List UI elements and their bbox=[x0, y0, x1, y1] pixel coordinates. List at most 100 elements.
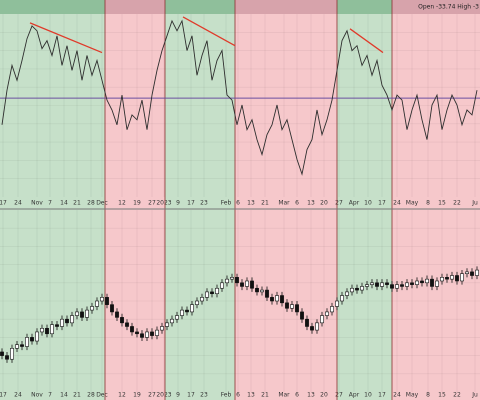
candle-body bbox=[255, 287, 259, 293]
candle-body bbox=[210, 291, 214, 295]
trend-line bbox=[182, 16, 236, 47]
candle-body bbox=[400, 284, 404, 287]
candle-body bbox=[85, 309, 89, 318]
candle-body bbox=[285, 302, 289, 309]
x-tick-label: 17 bbox=[0, 392, 7, 399]
candle-body bbox=[375, 282, 379, 287]
candle-body bbox=[185, 309, 189, 313]
x-tick-label: 23 bbox=[200, 200, 208, 207]
x-tick-label: 23 bbox=[200, 392, 208, 399]
candle-body bbox=[145, 331, 149, 338]
region-shade bbox=[105, 0, 165, 209]
candle-body bbox=[5, 355, 9, 360]
candle-body bbox=[45, 327, 49, 335]
x-tick-label: 21 bbox=[261, 392, 269, 399]
candle-body bbox=[335, 300, 339, 307]
x-tick-label: Nov bbox=[31, 200, 43, 207]
candle-body bbox=[140, 333, 144, 338]
x-tick-label: 24 bbox=[393, 200, 401, 207]
x-tick-label: Ju bbox=[471, 392, 478, 399]
candle-body bbox=[215, 287, 219, 295]
x-tick-label: 2023 bbox=[156, 392, 171, 399]
candle-body bbox=[470, 271, 474, 276]
candle-body bbox=[190, 304, 194, 313]
candle-body bbox=[280, 295, 284, 304]
candle-body bbox=[65, 318, 69, 324]
candle-body bbox=[465, 271, 469, 275]
candle-body bbox=[300, 311, 304, 320]
region-shade bbox=[337, 209, 392, 400]
candle-body bbox=[385, 282, 389, 285]
x-tick-label: 27 bbox=[335, 392, 343, 399]
candle-body bbox=[460, 273, 464, 282]
candle-body bbox=[15, 344, 19, 349]
candle-body bbox=[435, 280, 439, 287]
region-shade bbox=[165, 0, 235, 209]
trend-line bbox=[29, 22, 103, 54]
candle-body bbox=[135, 331, 139, 335]
candle-body bbox=[265, 289, 269, 298]
x-tick-label: 19 bbox=[133, 200, 141, 207]
x-tick-label: 22 bbox=[453, 200, 461, 207]
x-tick-label: 10 bbox=[364, 200, 372, 207]
x-tick-label: 21 bbox=[73, 200, 81, 207]
candle-body bbox=[110, 304, 114, 313]
candle-body bbox=[455, 275, 459, 282]
candle-body bbox=[60, 318, 64, 327]
region-header bbox=[337, 0, 392, 14]
candle-body bbox=[425, 278, 429, 284]
region-shade bbox=[0, 0, 105, 209]
x-tick-label: 14 bbox=[60, 392, 68, 399]
x-tick-label: 8 bbox=[426, 200, 430, 207]
candle-body bbox=[160, 326, 164, 331]
candle-body bbox=[95, 300, 99, 307]
x-tick-label: 13 bbox=[247, 392, 255, 399]
candle-body bbox=[275, 295, 279, 302]
x-tick-label: 27 bbox=[335, 200, 343, 207]
candle-body bbox=[30, 337, 34, 342]
candle-body bbox=[230, 277, 234, 280]
x-tick-label: 13 bbox=[247, 200, 255, 207]
candle-body bbox=[310, 326, 314, 331]
x-tick-label: 15 bbox=[438, 392, 446, 399]
candle-body bbox=[360, 286, 364, 291]
x-tick-label: Mar bbox=[278, 200, 290, 207]
candle-body bbox=[40, 327, 44, 333]
x-tick-label: 6 bbox=[236, 200, 240, 207]
region-shade bbox=[165, 209, 235, 400]
x-tick-label: 13 bbox=[307, 200, 315, 207]
candle-body bbox=[130, 326, 134, 333]
candle-body bbox=[25, 337, 29, 347]
candle-body bbox=[235, 277, 239, 284]
candle-body bbox=[410, 282, 414, 285]
region-header bbox=[392, 0, 480, 14]
region-header bbox=[0, 0, 105, 14]
candle-body bbox=[165, 322, 169, 327]
x-tick-label: 21 bbox=[261, 200, 269, 207]
candle-body bbox=[240, 282, 244, 287]
x-tick-label: May bbox=[406, 200, 419, 207]
candle-body bbox=[415, 280, 419, 285]
candle-body bbox=[405, 282, 409, 287]
region-shade bbox=[337, 0, 392, 209]
x-tick-label: 6 bbox=[295, 392, 299, 399]
candle-body bbox=[250, 280, 254, 289]
x-tick-label: Ju bbox=[471, 200, 478, 207]
x-tick-label: 6 bbox=[295, 200, 299, 207]
candle-body bbox=[90, 306, 94, 311]
candle-body bbox=[175, 315, 179, 320]
x-tick-label: Feb bbox=[221, 392, 232, 399]
candle-body bbox=[50, 324, 54, 335]
candle-body bbox=[340, 295, 344, 302]
region-shade bbox=[105, 209, 165, 400]
x-tick-label: 17 bbox=[187, 200, 195, 207]
x-tick-label: 28 bbox=[87, 392, 95, 399]
candle-body bbox=[365, 284, 369, 287]
candle-body bbox=[475, 269, 479, 276]
x-tick-label: 22 bbox=[453, 392, 461, 399]
x-tick-label: 9 bbox=[176, 200, 180, 207]
x-tick-label: 8 bbox=[426, 392, 430, 399]
x-tick-label: 14 bbox=[60, 200, 68, 207]
